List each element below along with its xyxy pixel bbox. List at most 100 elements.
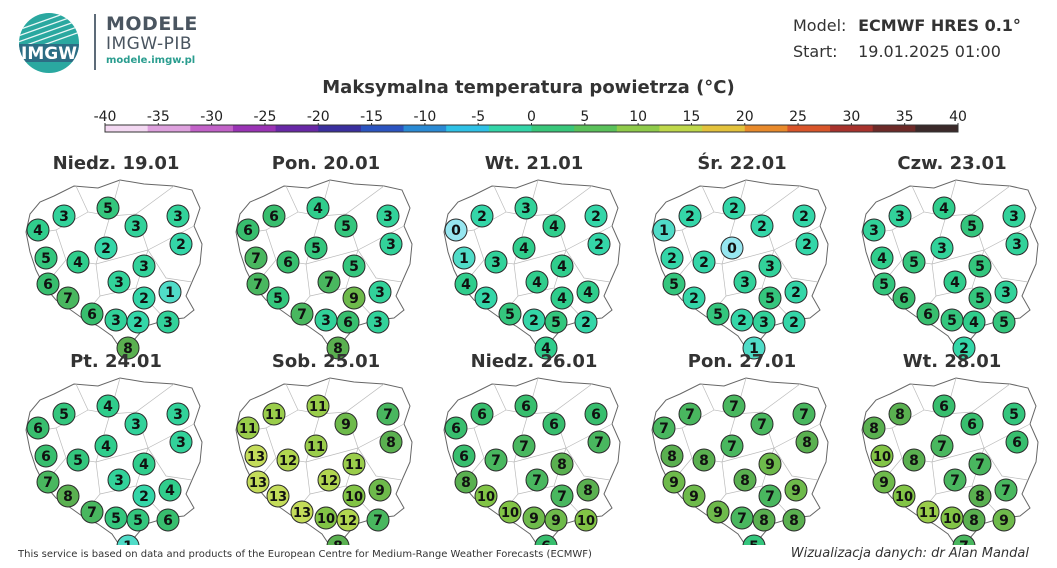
brand-subtitle: IMGW-PIB [106, 34, 193, 54]
station-marker [574, 310, 598, 334]
station-value: 6 [243, 223, 253, 239]
scale-segment [787, 125, 831, 132]
station-value: 10 [577, 514, 595, 529]
station-value: 4 [103, 399, 113, 415]
station-marker [317, 270, 341, 294]
station-marker [550, 484, 574, 508]
station-value: 3 [1009, 209, 1019, 225]
station-marker [795, 430, 819, 454]
station-marker [132, 254, 156, 278]
station-marker [872, 470, 896, 494]
scale-tick-label: 25 [789, 109, 807, 125]
station-value: 6 [477, 407, 487, 423]
station-marker [968, 452, 992, 476]
station-value: 5 [947, 313, 957, 329]
station-marker [916, 500, 940, 524]
station-value: 3 [114, 473, 124, 489]
brand-url-link[interactable]: modele.imgw.pl [106, 55, 196, 66]
station-value: 5 [669, 277, 679, 293]
station-value: 8 [461, 475, 471, 491]
station-value: 5 [505, 307, 515, 323]
station-value: 7 [532, 473, 542, 489]
station-marker [444, 218, 468, 242]
station-value: 2 [729, 201, 739, 217]
station-marker [514, 196, 538, 220]
station-value: 7 [251, 251, 261, 267]
station-value: 4 [969, 315, 979, 331]
station-marker [968, 286, 992, 310]
station-value: 7 [594, 435, 604, 451]
scale-segment [659, 125, 703, 132]
station-marker [968, 254, 992, 278]
station-marker [587, 232, 611, 256]
station-marker [474, 286, 498, 310]
station-marker [962, 508, 986, 532]
station-marker [888, 204, 912, 228]
station-marker [484, 448, 508, 472]
scale-segment [190, 125, 234, 132]
station-value: 7 [937, 439, 947, 455]
station-value: 2 [133, 315, 143, 331]
station-value: 8 [909, 453, 919, 469]
station-value: 4 [33, 223, 43, 239]
forecast-map: Pt. 24.0154363346547382475561 [25, 351, 203, 545]
station-value: 5 [103, 201, 113, 217]
imgw-logo-icon: IMGW [19, 13, 79, 73]
station-value: 8 [557, 457, 567, 473]
scale-segment [232, 125, 277, 132]
station-value: 3 [765, 259, 775, 275]
station-marker [474, 484, 498, 508]
station-marker [290, 302, 314, 326]
station-marker [706, 500, 730, 524]
station-value: 5 [999, 315, 1009, 331]
station-value: 5 [341, 219, 351, 235]
station-value: 1 [749, 341, 759, 357]
station-marker [96, 196, 120, 220]
station-marker [534, 534, 558, 545]
station-marker [782, 310, 806, 334]
station-value: 4 [541, 341, 551, 357]
scale-tick-label: 20 [736, 109, 754, 125]
region-border [721, 249, 775, 265]
station-value: 4 [165, 483, 175, 499]
region-border [305, 249, 359, 265]
station-value: 10 [477, 490, 495, 505]
scale-tick-label: -40 [94, 109, 117, 125]
station-value: 6 [283, 255, 293, 271]
region-border [357, 249, 403, 283]
station-marker [306, 394, 330, 418]
station-marker [587, 430, 611, 454]
station-marker [304, 236, 328, 260]
region-border [95, 447, 149, 463]
station-value: 7 [297, 307, 307, 323]
station-marker [262, 204, 286, 228]
station-marker [678, 204, 702, 228]
station-marker [244, 246, 268, 270]
station-value: 3 [321, 313, 331, 329]
station-marker [892, 286, 916, 310]
station-marker [454, 272, 478, 296]
station-marker [994, 478, 1018, 502]
station-value: 7 [383, 407, 393, 423]
station-marker [156, 508, 180, 532]
station-marker [379, 430, 403, 454]
station-value: 5 [73, 453, 83, 469]
region-border [773, 447, 819, 481]
station-value: 6 [87, 307, 97, 323]
station-value: 2 [737, 313, 747, 329]
station-marker [752, 508, 776, 532]
scale-tick-label: -35 [147, 109, 170, 125]
station-marker [584, 402, 608, 426]
station-marker [892, 484, 916, 508]
region-border [565, 249, 611, 283]
station-value: 4 [519, 241, 529, 257]
scale-segment [915, 125, 959, 132]
station-marker [169, 232, 193, 256]
station-value: 2 [139, 291, 149, 307]
station-value: 6 [451, 421, 461, 437]
station-value: 2 [139, 489, 149, 505]
scale-tick-label: 35 [896, 109, 914, 125]
station-value: 7 [1001, 483, 1011, 499]
station-value: 5 [967, 219, 977, 235]
